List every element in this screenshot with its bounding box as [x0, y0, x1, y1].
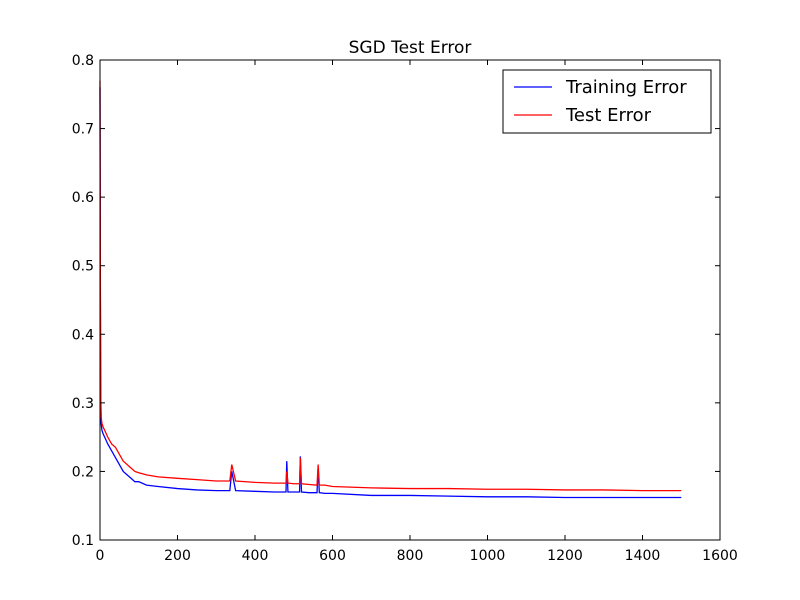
- x-tick-label: 800: [397, 548, 424, 564]
- x-tick-label: 1600: [702, 548, 738, 564]
- y-tick-label: 0.1: [72, 533, 94, 549]
- x-tick-label: 1000: [470, 548, 506, 564]
- y-tick-label: 0.4: [72, 327, 94, 343]
- y-tick-label: 0.3: [72, 396, 94, 412]
- legend-label-training-error: Training Error: [565, 77, 687, 98]
- y-axis: 0.1 0.2 0.3 0.4 0.5 0.6 0.7 0.8: [72, 53, 720, 549]
- x-tick-label: 1400: [625, 548, 661, 564]
- plot-area: [99, 80, 682, 499]
- y-tick-label: 0.6: [72, 190, 94, 206]
- legend: Training Error Test Error: [502, 69, 712, 134]
- y-tick-label: 0.5: [72, 259, 94, 275]
- y-tick-label: 0.2: [72, 464, 94, 480]
- legend-box: [502, 69, 712, 134]
- series-line-test-error: [99, 80, 682, 492]
- y-tick-label: 0.7: [72, 122, 94, 138]
- series-line-training-error: [99, 87, 682, 499]
- x-tick-label: 400: [242, 548, 269, 564]
- x-tick-label: 0: [96, 548, 105, 564]
- y-tick-label: 0.8: [72, 53, 94, 69]
- x-tick-label: 600: [319, 548, 346, 564]
- x-tick-label: 200: [164, 548, 191, 564]
- x-axis: 0 200 400 600 800 1000 1200 1400 1600: [96, 60, 738, 564]
- legend-label-test-error: Test Error: [565, 105, 652, 126]
- x-tick-label: 1200: [547, 548, 583, 564]
- chart-title: SGD Test Error: [349, 38, 472, 58]
